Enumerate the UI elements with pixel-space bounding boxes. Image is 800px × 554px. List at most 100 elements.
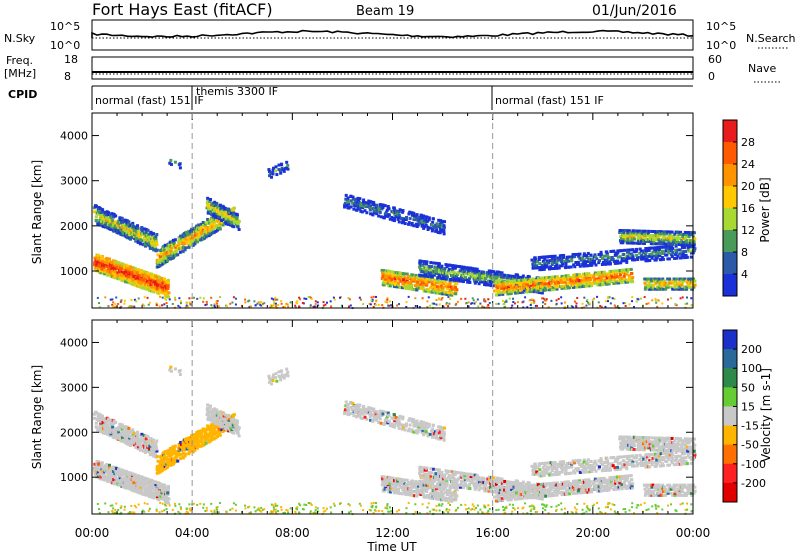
power-cell: [627, 250, 631, 254]
power-cell: [438, 303, 441, 306]
power-cell: [151, 243, 155, 247]
power-cell: [158, 280, 162, 284]
power-cell: [517, 287, 521, 291]
power-cell: [478, 276, 482, 280]
power-cell: [272, 298, 275, 301]
power-cell: [386, 297, 389, 300]
power-cell: [650, 283, 654, 287]
power-cell: [144, 277, 148, 281]
velocity-cell: [101, 416, 105, 420]
power-cell: [123, 218, 127, 222]
power-cell: [474, 275, 478, 279]
velocity-cell: [118, 476, 122, 480]
power-cell: [470, 273, 474, 277]
power-cell: [454, 290, 458, 294]
power-cell: [108, 219, 112, 223]
velocity-cell: [154, 487, 158, 491]
nsky-tick-bottom: 10^0: [50, 39, 80, 52]
power-cell: [201, 223, 205, 227]
power-cell: [545, 299, 548, 302]
velocity-cell: [132, 481, 136, 485]
power-cell: [354, 202, 358, 206]
power-cell: [405, 278, 409, 282]
power-cell: [689, 249, 693, 253]
power-cell: [693, 237, 697, 241]
power-cell: [631, 231, 635, 235]
power-cell: [150, 277, 154, 281]
power-cell: [442, 273, 446, 277]
power-cell: [270, 297, 273, 300]
power-cell: [148, 246, 152, 250]
power-cell: [504, 288, 508, 292]
velocity-cell: [142, 492, 146, 496]
power-cell: [413, 288, 417, 292]
power-cell: [588, 273, 592, 277]
power-cell: [272, 166, 276, 170]
power-cell: [522, 300, 525, 303]
power-cell: [474, 269, 478, 273]
velocity-cell: [97, 466, 101, 470]
power-cell: [397, 214, 401, 218]
power-cell: [445, 302, 448, 305]
power-cell: [95, 263, 99, 267]
power-cell: [178, 162, 182, 166]
power-cell: [133, 298, 136, 301]
power-cell: [494, 272, 498, 276]
power-cell: [505, 282, 509, 286]
power-cell: [489, 271, 493, 275]
power-cell: [421, 285, 425, 289]
power-cell: [446, 291, 450, 295]
power-cell: [132, 237, 136, 241]
power-cell: [114, 214, 118, 218]
power-cell: [489, 279, 493, 283]
velocity-cell: [131, 476, 135, 480]
power-cell: [146, 228, 150, 232]
power-cell: [562, 284, 566, 288]
power-cell: [661, 249, 665, 253]
power-cell: [582, 252, 586, 256]
power-cell: [122, 277, 126, 281]
power-cell: [106, 269, 110, 273]
power-cell: [127, 220, 131, 224]
power-cell: [408, 217, 412, 221]
power-cell: [188, 301, 191, 304]
power-cell: [534, 304, 537, 307]
power-cell: [503, 282, 507, 286]
power-cell: [608, 262, 612, 266]
velocity-cell: [121, 479, 125, 483]
velocity-cell: [94, 425, 98, 429]
power-cell: [271, 305, 274, 308]
power-cell: [257, 302, 260, 305]
power-cell: [560, 264, 564, 268]
power-cell: [582, 284, 586, 288]
power-cell: [394, 209, 398, 213]
power-cell: [427, 216, 431, 220]
power-cell: [280, 300, 283, 303]
velocity-cell: [113, 431, 117, 435]
power-cell: [155, 258, 159, 262]
power-cell: [132, 268, 136, 272]
velocity-cell: [147, 492, 151, 496]
velocity-cell: [157, 484, 161, 488]
power-cell: [286, 167, 290, 171]
power-cell: [542, 255, 546, 259]
power-cell: [662, 232, 666, 236]
power-cell: [443, 275, 447, 279]
power-cell: [285, 160, 289, 164]
power-cell: [443, 280, 447, 284]
power-cell: [156, 253, 160, 257]
power-cell: [142, 278, 146, 282]
velocity-cell: [131, 484, 135, 488]
power-cell: [574, 281, 578, 285]
power-cell: [399, 216, 403, 220]
power-cell: [601, 256, 605, 260]
power-cell: [203, 236, 207, 240]
velocity-cell: [106, 479, 110, 483]
power-cell: [555, 262, 559, 266]
power-cell: [409, 277, 413, 281]
power-cell: [539, 288, 543, 292]
power-cell: [439, 283, 443, 287]
power-cell: [585, 264, 589, 268]
power-cell: [639, 253, 643, 257]
power-cell: [683, 277, 687, 281]
